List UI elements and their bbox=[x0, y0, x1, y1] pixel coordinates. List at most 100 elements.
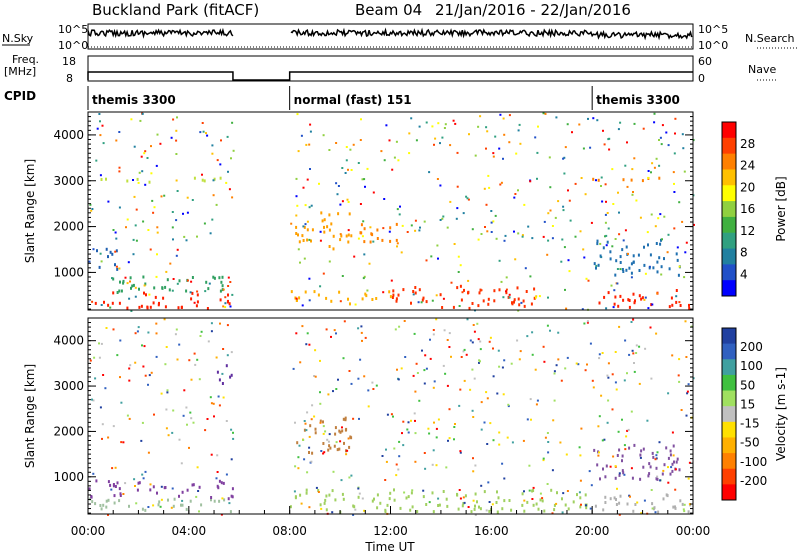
echo-cell bbox=[105, 499, 108, 503]
x-tick-label: 00:00 bbox=[676, 524, 711, 538]
echo-cell bbox=[602, 246, 605, 250]
echo-cell bbox=[147, 229, 150, 231]
echo-cell bbox=[371, 298, 374, 301]
echo-cell bbox=[667, 481, 670, 484]
colorbar-swatch bbox=[722, 169, 736, 186]
echo-cell bbox=[619, 121, 622, 124]
echo-cell bbox=[347, 229, 350, 232]
echo-cell bbox=[683, 503, 686, 506]
echo-cell bbox=[563, 156, 566, 159]
echo-cell bbox=[394, 328, 397, 331]
echo-cell bbox=[656, 292, 659, 295]
echo-cell bbox=[474, 514, 477, 516]
echo-cell bbox=[320, 211, 323, 215]
echo-cell bbox=[140, 155, 143, 158]
echo-cell bbox=[687, 477, 690, 480]
colorbar-tick-label: -200 bbox=[740, 474, 767, 488]
echo-cell bbox=[99, 252, 102, 255]
echo-cell bbox=[456, 151, 459, 154]
echo-cell bbox=[157, 503, 160, 507]
echo-cell bbox=[588, 470, 591, 473]
echo-cell bbox=[516, 339, 519, 342]
echo-cell bbox=[437, 497, 440, 500]
echo-cell bbox=[644, 347, 647, 350]
echo-cell bbox=[165, 427, 168, 430]
echo-cell bbox=[602, 467, 604, 471]
echo-cell bbox=[632, 191, 634, 193]
echo-cell bbox=[363, 178, 366, 181]
echo-cell bbox=[490, 210, 493, 212]
echo-cell bbox=[153, 286, 156, 290]
echo-cell bbox=[561, 497, 563, 501]
echo-cell bbox=[386, 413, 389, 416]
echo-cell bbox=[614, 351, 617, 353]
echo-cell bbox=[428, 501, 431, 504]
echo-cell bbox=[606, 240, 609, 244]
echo-cell bbox=[655, 466, 658, 470]
echo-cell bbox=[391, 168, 394, 171]
echo-cell bbox=[364, 185, 366, 188]
echo-cell bbox=[383, 159, 386, 162]
echo-cell bbox=[607, 376, 610, 379]
echo-cell bbox=[345, 449, 347, 453]
echo-cell bbox=[338, 429, 341, 433]
echo-cell bbox=[632, 509, 635, 513]
echo-cell bbox=[328, 444, 331, 448]
echo-cell bbox=[627, 298, 630, 302]
echo-cell bbox=[161, 286, 164, 290]
echo-cell bbox=[352, 513, 355, 516]
echo-cell bbox=[321, 219, 324, 223]
echo-cell bbox=[138, 171, 141, 174]
echo-cell bbox=[433, 421, 435, 424]
echo-cell bbox=[171, 431, 174, 434]
echo-cell bbox=[638, 269, 641, 272]
echo-cell bbox=[395, 463, 398, 466]
echo-cell bbox=[171, 487, 174, 490]
echo-cell bbox=[362, 277, 365, 280]
echo-cell bbox=[227, 170, 229, 173]
echo-cell bbox=[547, 296, 549, 299]
echo-cell bbox=[640, 512, 643, 515]
echo-cell bbox=[92, 472, 95, 475]
echo-cell bbox=[144, 183, 147, 186]
echo-cell bbox=[407, 421, 410, 424]
echo-cell bbox=[487, 481, 490, 484]
echo-cell bbox=[373, 497, 375, 501]
echo-cell bbox=[521, 503, 524, 507]
colorbar-swatch bbox=[722, 201, 736, 218]
echo-cell bbox=[310, 204, 313, 207]
echo-cell bbox=[632, 260, 635, 264]
colorbar-swatch bbox=[722, 437, 736, 454]
echo-cell bbox=[399, 506, 402, 510]
echo-cell bbox=[140, 439, 143, 442]
echo-cell bbox=[124, 482, 127, 485]
echo-cell bbox=[587, 279, 590, 282]
echo-cell bbox=[604, 235, 606, 238]
y-tick-label: 4000 bbox=[53, 128, 84, 142]
echo-cell bbox=[420, 301, 423, 304]
echo-cell bbox=[146, 305, 149, 309]
echo-cell bbox=[611, 373, 614, 376]
echo-cell bbox=[674, 488, 677, 491]
echo-cell bbox=[107, 200, 110, 203]
echo-cell bbox=[203, 222, 206, 225]
echo-cell bbox=[675, 295, 678, 298]
echo-cell bbox=[210, 453, 213, 456]
echo-cell bbox=[126, 218, 129, 221]
echo-cell bbox=[143, 152, 146, 155]
echo-cell bbox=[379, 501, 382, 505]
echo-cell bbox=[616, 487, 618, 490]
echo-cell bbox=[296, 298, 298, 302]
echo-cell bbox=[191, 291, 194, 295]
echo-cell bbox=[459, 451, 462, 454]
echo-cell bbox=[635, 344, 638, 347]
nsearch-tick-low: 10^0 bbox=[698, 39, 728, 52]
echo-cell bbox=[112, 425, 115, 428]
echo-cell bbox=[572, 500, 575, 504]
echo-cell bbox=[164, 305, 167, 309]
echo-cell bbox=[414, 219, 417, 222]
echo-cell bbox=[445, 497, 448, 501]
echo-cell bbox=[327, 440, 330, 443]
echo-cell bbox=[360, 223, 363, 227]
echo-cell bbox=[651, 451, 654, 455]
